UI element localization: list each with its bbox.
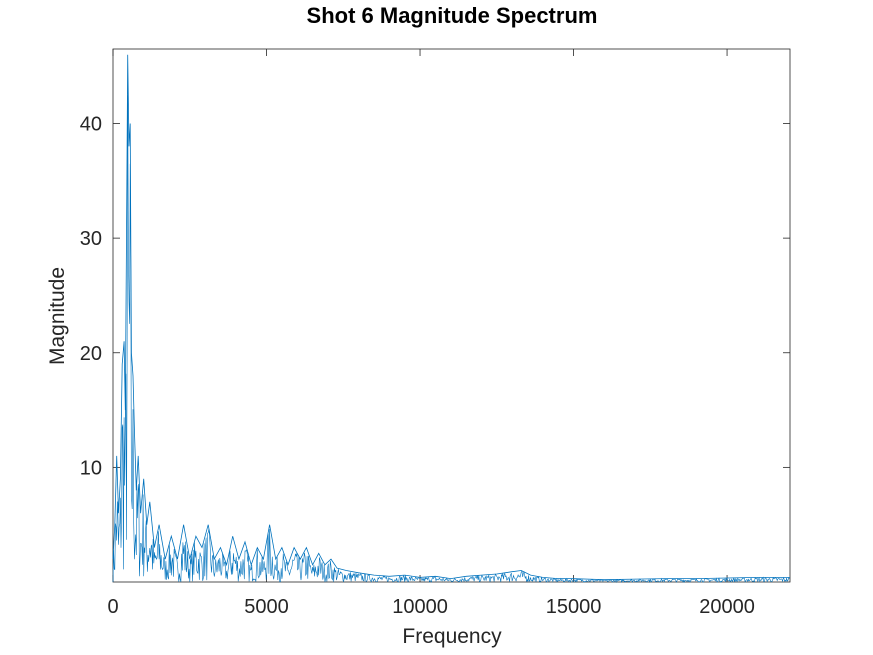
y-tick-label: 20 bbox=[80, 343, 102, 365]
x-tick-label: 5000 bbox=[244, 596, 289, 618]
axes-box bbox=[112, 48, 791, 583]
y-axis-label: Magnitude bbox=[46, 267, 69, 365]
plot-area: 0 5000 10000 15000 20000 10 20 30 40 bbox=[80, 48, 791, 618]
spectrum-line bbox=[112, 54, 790, 581]
chart-title: Shot 6 Magnitude Spectrum bbox=[307, 3, 598, 28]
x-tick-label: 20000 bbox=[699, 596, 755, 618]
axis-ticks bbox=[112, 49, 790, 582]
x-tick-label: 0 bbox=[107, 596, 118, 618]
x-tick-label: 10000 bbox=[392, 596, 448, 618]
axis-tick-labels: 0 5000 10000 15000 20000 10 20 30 40 bbox=[80, 114, 755, 618]
y-tick-label: 30 bbox=[80, 228, 102, 250]
y-tick-label: 40 bbox=[80, 114, 102, 136]
x-axis-label: Frequency bbox=[402, 625, 502, 648]
x-tick-label: 15000 bbox=[546, 596, 602, 618]
spectrum-noise-band bbox=[112, 95, 790, 584]
y-tick-label: 10 bbox=[80, 457, 102, 479]
